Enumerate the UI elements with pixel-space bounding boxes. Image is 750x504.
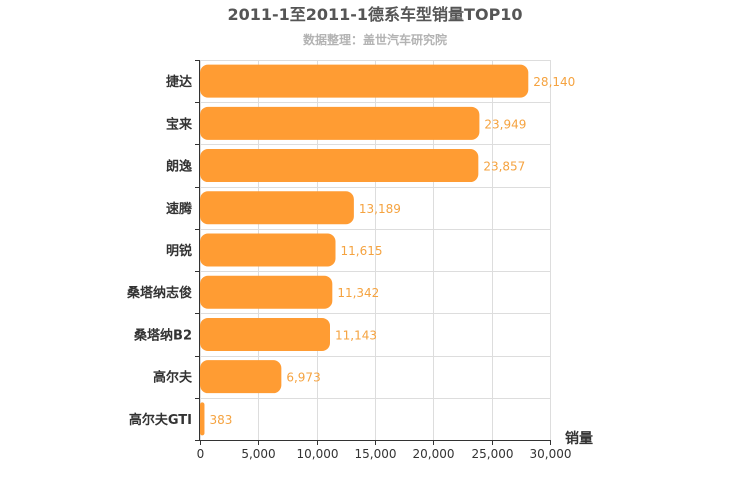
data-labels: 28,140 23,949 23,857 13,189 11,615 11,342 11,1… (209, 75, 575, 427)
category-label: 朗逸 (166, 159, 192, 175)
category-label: 宝来 (166, 116, 193, 132)
x-tick-label: 20,000 (413, 447, 455, 461)
bar (200, 191, 354, 225)
data-label: 11,143 (335, 328, 377, 342)
data-label: 11,615 (341, 244, 383, 258)
x-tick-label: 25,000 (472, 447, 514, 461)
bar (200, 106, 480, 140)
bar (200, 149, 479, 183)
x-tick-labels: 0 5,000 10,000 15,000 20,000 25,000 30,000 (197, 447, 572, 461)
bar (200, 360, 282, 394)
category-label: 高尔夫GTI (129, 412, 192, 428)
data-label: 23,857 (483, 160, 525, 174)
category-label: 桑塔纳志俊 (126, 285, 192, 301)
x-tick-label: 10,000 (297, 447, 339, 461)
bar (200, 233, 336, 267)
data-label: 13,189 (359, 202, 401, 216)
x-tick-label: 30,000 (530, 447, 572, 461)
bar (200, 275, 333, 309)
bar (200, 64, 529, 98)
bar (200, 402, 205, 436)
x-axis-title: 销量 (565, 430, 593, 447)
x-tick-label: 15,000 (355, 447, 397, 461)
data-label: 23,949 (484, 117, 526, 131)
category-label: 速腾 (166, 201, 193, 217)
x-tick-label: 5,000 (241, 447, 275, 461)
category-label: 桑塔纳B2 (133, 327, 192, 343)
bars (200, 64, 529, 436)
bar (200, 317, 331, 351)
x-tick-label: 0 (197, 447, 205, 461)
category-label: 明锐 (166, 243, 192, 259)
category-label: 高尔夫 (153, 370, 193, 386)
data-label: 6,973 (286, 371, 320, 385)
chart-title: 2011-1至2011-1德系车型销量TOP10 (227, 5, 522, 24)
chart-subtitle: 数据整理：盖世汽车研究院 (303, 32, 447, 47)
data-label: 11,342 (337, 286, 379, 300)
data-label: 28,140 (533, 75, 575, 89)
category-label: 捷达 (166, 74, 192, 90)
data-label: 383 (209, 413, 232, 427)
grid-lines (195, 60, 551, 445)
